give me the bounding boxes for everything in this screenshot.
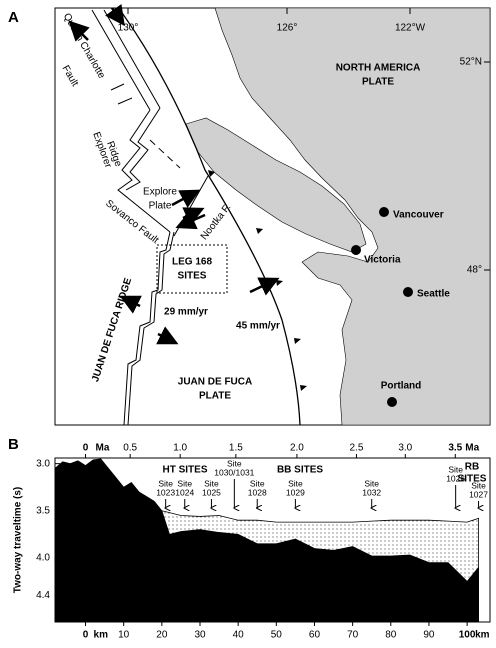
dashed-fault	[149, 139, 181, 169]
site-label: Site	[448, 464, 463, 474]
lon-label: 122°W	[395, 23, 426, 34]
age-tick-label: 2.5	[349, 443, 363, 454]
site-label: Site	[177, 478, 192, 488]
site-label: 1030/1031	[214, 467, 254, 477]
y-tick-label: 3.5	[36, 505, 50, 516]
lat-label: 48°	[467, 265, 482, 276]
site-label: 1023	[156, 487, 175, 497]
plate-label: PLATE	[199, 391, 231, 402]
age-tick-label: 0.5	[123, 443, 137, 454]
y-axis-label: Two-way traveltime (s)	[13, 487, 24, 594]
x-tick-label: 100	[459, 630, 476, 641]
juan-de-fuca-ridge	[123, 231, 175, 426]
panel-label: B	[8, 436, 19, 453]
age-tick-label: 0	[83, 443, 89, 454]
x-tick-label: 50	[271, 630, 283, 641]
site-label: 1029	[286, 487, 305, 497]
age-tick-label: 3.0	[398, 443, 412, 454]
lon-label: 126°	[277, 23, 298, 34]
rate-label: 29 mm/yr	[164, 307, 208, 318]
graticule-ticks	[127, 8, 490, 271]
x-unit: km	[94, 630, 109, 641]
age-unit: Ma	[96, 443, 110, 454]
site-label: Site	[288, 478, 303, 488]
y-tick-label: 3.0	[36, 458, 50, 469]
site-label: 1026	[446, 473, 465, 483]
age-tick-label: 3.5	[448, 443, 462, 454]
rate-label: 45 mm/yr	[236, 321, 280, 332]
panel-label: A	[8, 9, 19, 26]
leg-168-box	[156, 244, 228, 294]
city-label: Victoria	[364, 255, 401, 266]
site-label: Site	[227, 458, 242, 468]
sites-label: SITES	[178, 271, 207, 282]
x-tick-label: 20	[156, 630, 168, 641]
explorer-ridge	[117, 107, 171, 233]
x-tick-label: 60	[309, 630, 321, 641]
vancouver-island	[185, 117, 367, 253]
queen-charlotte-fault	[91, 9, 161, 111]
plate-label: JUAN DE FUCA	[178, 377, 252, 388]
age-unit: Ma	[465, 443, 479, 454]
plate-label: Plate	[149, 201, 172, 212]
plate-label: NORTH AMERICA	[336, 63, 421, 74]
city-dots	[351, 207, 413, 407]
x-tick-label: 30	[194, 630, 206, 641]
site-label: 1032	[362, 487, 381, 497]
site-label: 1024	[175, 487, 194, 497]
y-tick-label: 4.0	[36, 553, 50, 564]
plate-label: Explore	[143, 187, 177, 198]
site-label: Site	[364, 478, 379, 488]
age-tick-label: 1.5	[229, 443, 243, 454]
site-group-label: HT SITES	[162, 465, 207, 476]
lat-label: 52°N	[460, 57, 482, 68]
site-label: Site	[250, 478, 265, 488]
site-label: 1028	[248, 487, 267, 497]
x-tick-label: 90	[423, 630, 435, 641]
city-label: Seattle	[417, 289, 450, 300]
mainland	[214, 7, 491, 426]
plot-area	[55, 458, 479, 622]
site-label: 1025	[202, 487, 221, 497]
x-unit: km	[475, 630, 490, 641]
site-label: Site	[204, 478, 219, 488]
x-tick-label: 10	[118, 630, 130, 641]
site-group-label: BB SITES	[277, 465, 323, 476]
site-label: 1027	[469, 489, 488, 499]
x-tick-label: 0	[83, 630, 89, 641]
site-label: Site	[471, 480, 486, 490]
x-tick-label: 70	[347, 630, 359, 641]
basement-area	[55, 458, 479, 622]
map: A 130° 126° 122°W 52°N 48° NORTH AMERICA PLATE…	[8, 3, 491, 426]
site-group-label: RB	[465, 462, 479, 473]
deformation-front	[119, 9, 301, 426]
x-tick-label: 80	[385, 630, 397, 641]
site-group-label: SITES	[458, 474, 487, 485]
motion-arrows	[68, 3, 280, 345]
lon-label: 130°	[118, 23, 139, 34]
city-label: Vancouver	[393, 210, 444, 221]
x-tick-label: 40	[233, 630, 245, 641]
plate-label: PLATE	[362, 77, 394, 88]
city-label: Portland	[381, 381, 422, 392]
y-tick-label: 4.4	[36, 590, 50, 601]
age-tick-label: 2.0	[290, 443, 304, 454]
sites-label: LEG 168	[172, 257, 212, 268]
site-label: Site	[158, 478, 173, 488]
age-tick-label: 1.0	[173, 443, 187, 454]
